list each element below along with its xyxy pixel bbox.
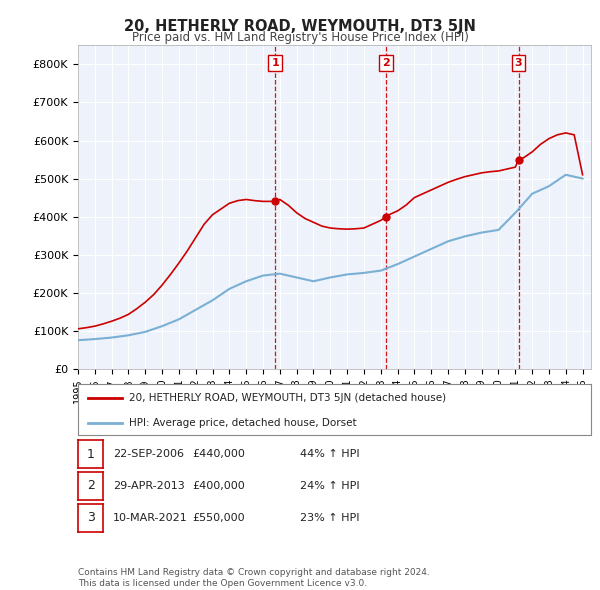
Text: 24% ↑ HPI: 24% ↑ HPI [300,481,359,491]
Text: 20, HETHERLY ROAD, WEYMOUTH, DT3 5JN: 20, HETHERLY ROAD, WEYMOUTH, DT3 5JN [124,19,476,34]
Text: 22-SEP-2006: 22-SEP-2006 [113,449,184,459]
Text: 2: 2 [382,58,390,68]
Text: £400,000: £400,000 [192,481,245,491]
Text: 1: 1 [271,58,279,68]
Text: 3: 3 [515,58,523,68]
Text: £550,000: £550,000 [192,513,245,523]
Text: 10-MAR-2021: 10-MAR-2021 [113,513,188,523]
Text: HPI: Average price, detached house, Dorset: HPI: Average price, detached house, Dors… [130,418,357,428]
Text: £440,000: £440,000 [192,449,245,459]
Text: 23% ↑ HPI: 23% ↑ HPI [300,513,359,523]
Text: 20, HETHERLY ROAD, WEYMOUTH, DT3 5JN (detached house): 20, HETHERLY ROAD, WEYMOUTH, DT3 5JN (de… [130,393,446,403]
Text: 1: 1 [86,447,95,461]
Text: Price paid vs. HM Land Registry's House Price Index (HPI): Price paid vs. HM Land Registry's House … [131,31,469,44]
Text: 29-APR-2013: 29-APR-2013 [113,481,185,491]
Text: This data is licensed under the Open Government Licence v3.0.: This data is licensed under the Open Gov… [78,579,367,588]
Text: 44% ↑ HPI: 44% ↑ HPI [300,449,359,459]
Text: 2: 2 [86,479,95,493]
Text: 3: 3 [86,511,95,525]
Text: Contains HM Land Registry data © Crown copyright and database right 2024.: Contains HM Land Registry data © Crown c… [78,568,430,577]
